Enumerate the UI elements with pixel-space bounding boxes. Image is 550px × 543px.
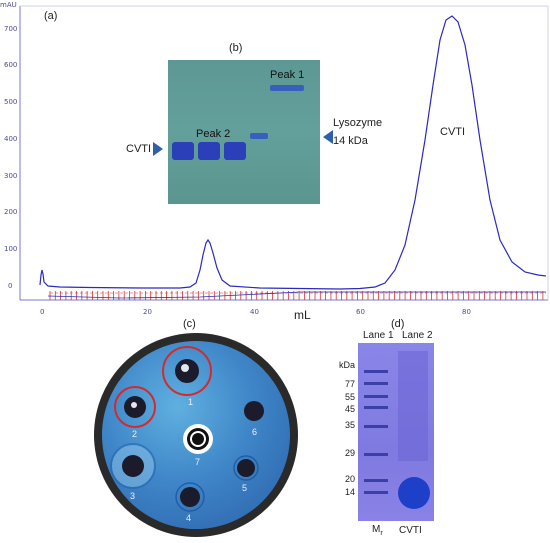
marker-label: 45 (344, 404, 355, 414)
marker-label: 55 (344, 392, 355, 402)
band-lane2 (198, 142, 220, 160)
y-axis-unit: mAU (0, 1, 17, 9)
well-number: 6 (252, 427, 258, 437)
y-tick-label: 100 (4, 245, 18, 253)
agar-surface: 1 2 3 4 5 6 7 (102, 341, 290, 529)
well-number: 2 (132, 429, 138, 439)
well-number: 1 (188, 397, 194, 407)
marker-label: 14 (344, 487, 355, 497)
y-tick-label: 600 (4, 61, 18, 69)
cvti-peak-label: CVTI (440, 126, 466, 138)
ladder-band (364, 382, 388, 385)
well-number: 7 (195, 457, 201, 467)
x-tick-label: 40 (250, 308, 259, 316)
band-lane3 (224, 142, 246, 160)
lysozyme-label: Lysozyme (333, 117, 383, 129)
sds-gel (358, 343, 434, 521)
y-tick-label: 200 (4, 208, 18, 216)
baseline-trace (47, 291, 546, 299)
agar-plate: 1 2 3 4 5 6 7 (94, 333, 298, 537)
cvti-lane-label: CVTI (399, 525, 422, 536)
chromatogram-panel: mAU 700 600 500 400 300 200 100 0 0 20 4… (0, 1, 549, 322)
x-tick-label: 80 (462, 308, 471, 316)
ladder-band (364, 395, 388, 398)
y-tick-label: 0 (8, 282, 13, 290)
x-axis-label: mL (294, 308, 311, 322)
sds-gel-bands (364, 351, 430, 509)
marker-label: 35 (344, 420, 355, 430)
well-number: 5 (242, 483, 248, 493)
chromatogram-svg (19, 5, 549, 301)
x-tick-label: 20 (143, 308, 152, 316)
panel-b-label: (b) (229, 42, 243, 54)
kda-unit: kDa (338, 360, 355, 370)
band-peak1 (270, 85, 304, 91)
sample-smear (398, 351, 428, 461)
ladder-band (364, 479, 388, 482)
y-tick-label: 400 (4, 135, 18, 143)
lane1-label: Lane 1 (363, 330, 394, 341)
gel-inset: Peak 1 Peak 2 (168, 60, 320, 204)
ladder-band (364, 406, 388, 409)
y-tick-label: 300 (4, 172, 18, 180)
band-lane1 (172, 142, 194, 160)
well-number: 4 (186, 513, 192, 523)
cvti-band (398, 477, 430, 509)
ladder-band (364, 453, 388, 456)
absorbance-trace (39, 15, 547, 290)
marker-label: 77 (344, 379, 355, 389)
right-triangle-icon (153, 142, 163, 156)
mr-label: Mr (372, 524, 383, 537)
band-lysozyme (250, 133, 268, 139)
ladder-band (364, 491, 388, 494)
panel-a-label: (a) (44, 10, 58, 22)
panel-d-label: (d) (391, 318, 405, 330)
lane2-label: Lane 2 (402, 330, 433, 341)
y-tick-label: 500 (4, 98, 18, 106)
mr-label-sub: r (380, 530, 383, 537)
left-triangle-icon (323, 130, 333, 144)
mr-label-main: M (372, 524, 381, 535)
peak1-label: Peak 1 (270, 69, 305, 81)
peak2-label: Peak 2 (196, 128, 231, 140)
panel-c-label: (c) (183, 318, 196, 330)
ladder-band (364, 370, 388, 373)
marker-label: 20 (344, 474, 355, 484)
y-tick-label: 700 (4, 25, 18, 33)
marker-label: 29 (344, 448, 355, 458)
x-tick-label: 0 (40, 308, 45, 316)
cvti-marker-label: CVTI (126, 143, 152, 155)
gel-bands (172, 85, 304, 160)
fraction-markers (49, 291, 546, 300)
lysozyme-size-label: 14 kDa (333, 135, 368, 147)
well-number: 3 (130, 491, 136, 501)
ladder-band (364, 425, 388, 428)
wells (110, 346, 264, 512)
x-tick-label: 60 (356, 308, 365, 316)
